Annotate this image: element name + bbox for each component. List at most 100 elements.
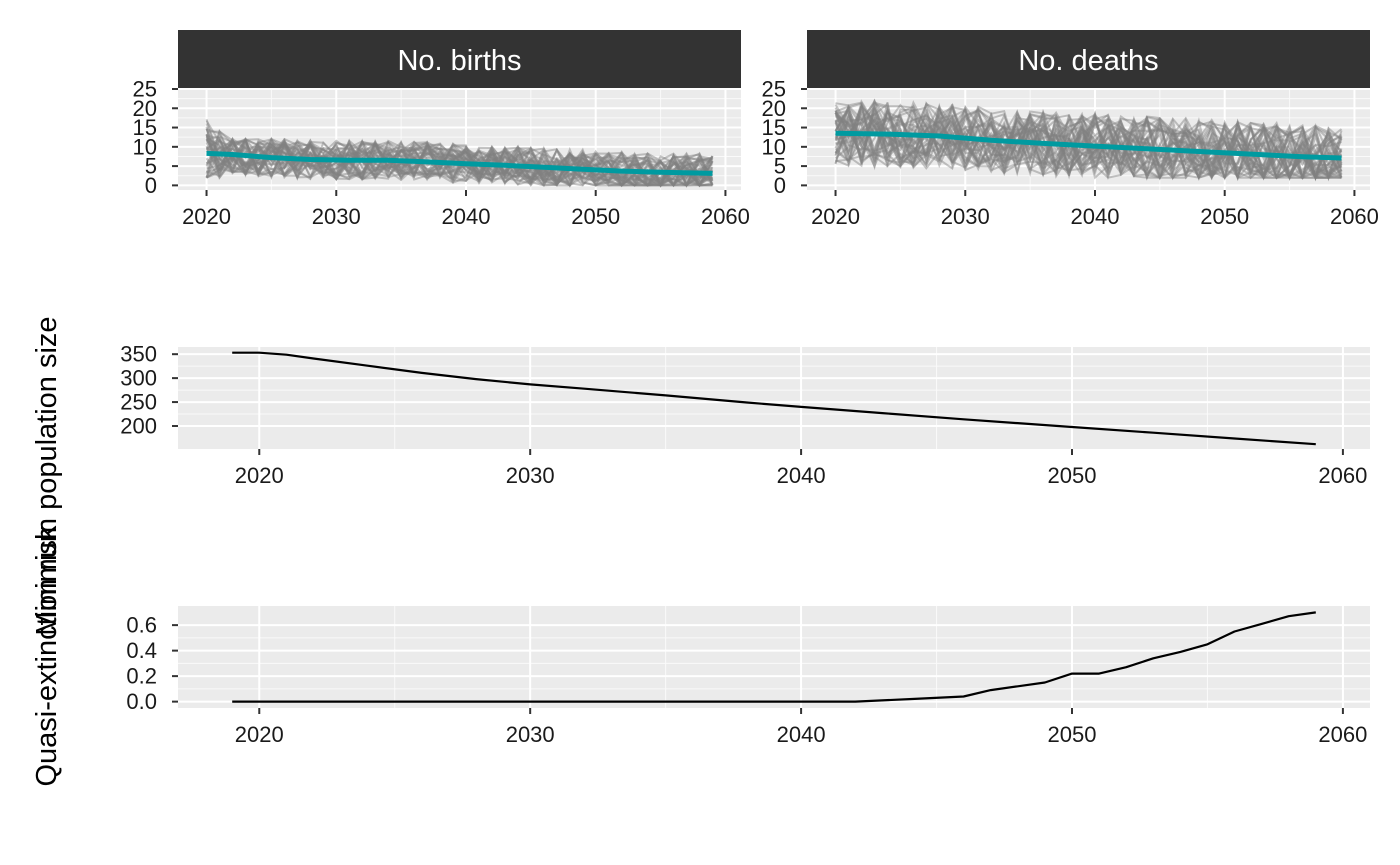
y-tick-label: 0.2 xyxy=(126,664,157,689)
y-tick-label: 0.0 xyxy=(126,689,157,714)
x-tick-label: 2020 xyxy=(235,722,284,747)
x-tick-label: 2030 xyxy=(506,463,555,488)
replicate-line xyxy=(834,108,1343,180)
replicate-line xyxy=(834,104,1343,181)
replicate-line xyxy=(205,126,713,187)
y-tick-label: 5 xyxy=(145,154,157,179)
replicate-line xyxy=(834,108,1343,182)
x-tick-label: 2060 xyxy=(701,204,750,229)
x-tick-label: 2030 xyxy=(312,204,361,229)
y-tick-label: 20 xyxy=(762,96,786,121)
replicate-line xyxy=(834,108,1342,179)
y-axis-title-quasi-extinction: Quasi-extinction risk xyxy=(31,525,63,787)
replicate-line xyxy=(834,108,1343,179)
replicate-line xyxy=(834,98,1343,180)
series-line xyxy=(232,351,1316,446)
x-tick-label: 2040 xyxy=(1071,204,1120,229)
replicate-line xyxy=(834,113,1343,182)
replicate-line xyxy=(205,120,714,186)
y-axis-title-min-population: Minimum population size xyxy=(31,316,63,635)
replicate-line xyxy=(834,99,1342,180)
replicate-line xyxy=(205,123,713,188)
replicate-line xyxy=(835,104,1343,180)
replicate-line xyxy=(835,99,1343,180)
x-tick-label: 2020 xyxy=(235,463,284,488)
replicate-line xyxy=(205,128,714,188)
y-tick-label: 0.4 xyxy=(126,638,157,663)
replicate-line xyxy=(205,138,714,184)
y-tick-label: 25 xyxy=(762,77,786,102)
y-tick-label: 5 xyxy=(774,154,786,179)
x-tick-label: 2050 xyxy=(1200,204,1249,229)
replicate-line xyxy=(834,116,1343,180)
y-tick-label: 10 xyxy=(133,134,157,159)
y-tick-label: 15 xyxy=(133,115,157,140)
strip-deaths xyxy=(807,30,1370,89)
replicate-line xyxy=(835,102,1343,180)
y-tick-label: 0 xyxy=(145,173,157,198)
x-tick-label: 2020 xyxy=(811,204,860,229)
replicate-line xyxy=(835,103,1343,182)
replicate-line xyxy=(835,104,1342,179)
replicate-line xyxy=(206,139,714,187)
x-tick-label: 2020 xyxy=(182,204,231,229)
mean-line xyxy=(206,150,713,176)
x-tick-label: 2040 xyxy=(777,463,826,488)
replicate-line xyxy=(205,138,714,187)
replicate-line xyxy=(834,105,1342,181)
x-tick-label: 2030 xyxy=(941,204,990,229)
replicate-line xyxy=(834,101,1343,182)
replicate-line xyxy=(205,136,713,187)
x-tick-label: 2050 xyxy=(571,204,620,229)
replicate-line xyxy=(834,105,1343,181)
series-line xyxy=(232,611,1316,703)
replicate-line xyxy=(205,134,714,187)
y-tick-label: 15 xyxy=(762,115,786,140)
replicate-line xyxy=(205,138,713,188)
replicate-line xyxy=(205,128,714,187)
replicate-line xyxy=(206,137,713,187)
replicate-line xyxy=(834,102,1343,179)
replicate-line xyxy=(834,102,1343,180)
replicate-line xyxy=(834,104,1343,181)
panel-background xyxy=(178,606,1370,708)
replicate-line xyxy=(834,107,1342,180)
replicate-line xyxy=(834,105,1343,180)
replicate-line xyxy=(834,106,1343,179)
strip-label-deaths: No. deaths xyxy=(1018,45,1158,77)
replicate-line xyxy=(834,116,1343,181)
replicate-line xyxy=(205,139,713,188)
y-tick-label: 300 xyxy=(120,366,157,391)
x-tick-label: 2050 xyxy=(1048,722,1097,747)
x-tick-label: 2040 xyxy=(777,722,826,747)
mean-line xyxy=(835,130,1342,161)
replicate-line xyxy=(205,136,713,188)
replicate-line xyxy=(205,128,713,188)
panel-background xyxy=(178,347,1370,449)
x-tick-label: 2060 xyxy=(1318,463,1367,488)
panel-quasi-extinction: 0.00.20.40.6 2020 2030 2040 2050 2060 xyxy=(126,606,1370,747)
x-tick-label: 2040 xyxy=(442,204,491,229)
replicate-line xyxy=(835,100,1342,181)
strip-births xyxy=(178,30,741,89)
replicate-line xyxy=(205,139,713,187)
replicate-line xyxy=(205,118,713,187)
y-tick-label: 25 xyxy=(133,77,157,102)
y-tick-label: 250 xyxy=(120,390,157,415)
replicate-line xyxy=(834,102,1343,180)
y-tick-label: 0.6 xyxy=(126,613,157,638)
replicate-line xyxy=(206,143,714,188)
x-tick-label: 2060 xyxy=(1318,722,1367,747)
replicate-line xyxy=(834,103,1343,182)
y-tick-label: 10 xyxy=(762,134,786,159)
x-tick-label: 2060 xyxy=(1330,204,1379,229)
strip-label-births: No. births xyxy=(397,45,521,77)
replicate-line xyxy=(834,105,1343,180)
y-tick-label: 350 xyxy=(120,342,157,367)
